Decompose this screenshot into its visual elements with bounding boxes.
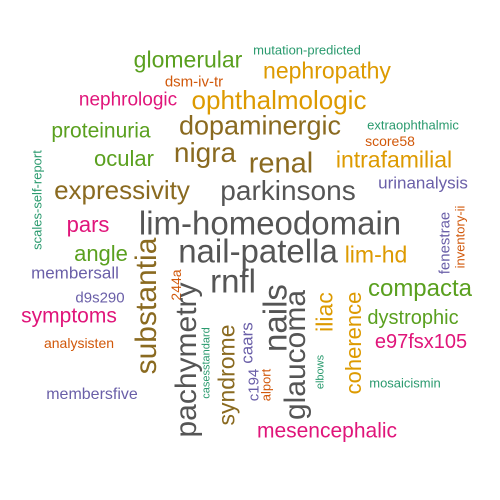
word-iliac: iliac: [311, 292, 338, 332]
word-membersfive: membersfive: [46, 386, 138, 403]
word-nephrologic: nephrologic: [78, 89, 178, 111]
word-renal: renal: [248, 147, 314, 180]
word-score58: score58: [365, 133, 415, 149]
word-extraophthalmic: extraophthalmic: [367, 117, 459, 133]
word-rnfl: rnfl: [210, 262, 256, 300]
word-urinanalysis: urinanalysis: [378, 173, 468, 193]
word-glaucoma: glaucoma: [279, 289, 312, 421]
word-symptoms: symptoms: [21, 304, 117, 328]
word-pars: pars: [66, 212, 110, 237]
word-dsm-iv-tr: dsm-iv-tr: [164, 73, 224, 91]
word-ophthalmologic: ophthalmologic: [191, 85, 367, 115]
word-nigra: nigra: [173, 137, 237, 168]
word-parkinsons: parkinsons: [220, 175, 356, 206]
word-pachymetry: pachymetry: [170, 282, 203, 438]
word-e97fsx105: e97fsx105: [374, 331, 468, 353]
word-ocular: ocular: [94, 146, 154, 171]
word-mosaicismin: mosaicismin: [369, 375, 441, 391]
word-expressivity: expressivity: [54, 175, 190, 205]
word-scales-self-report: scales-self-report: [29, 150, 45, 250]
word-mesencephalic: mesencephalic: [256, 419, 398, 443]
word-dopaminergic: dopaminergic: [178, 110, 342, 141]
word-analysisten: analysisten: [43, 335, 115, 351]
word-lim-hd: lim-hd: [344, 241, 408, 268]
word-caars: caars: [237, 322, 257, 364]
word-coherence: coherence: [341, 291, 366, 395]
word-casesstandard: casesstandard: [200, 327, 213, 399]
word-elbows: elbows: [314, 354, 327, 390]
word-alport: alport: [258, 368, 274, 402]
word-mutation-predicted: mutation-predicted: [253, 42, 361, 58]
word-lim-homeodomain: lim-homeodomain: [138, 204, 402, 242]
word-dystrophic: dystrophic: [367, 307, 459, 329]
word-nephropathy: nephropathy: [263, 57, 391, 84]
word-membersall: membersall: [31, 263, 119, 283]
word-fenestrae: fenestrae: [436, 211, 454, 275]
word-compacta: compacta: [367, 275, 473, 302]
word-syndrome: syndrome: [213, 324, 240, 426]
word-intrafamilial: intrafamilial: [335, 146, 453, 173]
word-d9s290: d9s290: [75, 289, 125, 307]
word-substantia: substantia: [130, 237, 163, 375]
word-angle: angle: [74, 241, 128, 266]
word-glomerular: glomerular: [133, 46, 243, 73]
word-inventory-ii: inventory-ii: [452, 205, 468, 269]
word-proteinuria: proteinuria: [51, 119, 151, 143]
word-nail-patella: nail-patella: [178, 232, 338, 270]
